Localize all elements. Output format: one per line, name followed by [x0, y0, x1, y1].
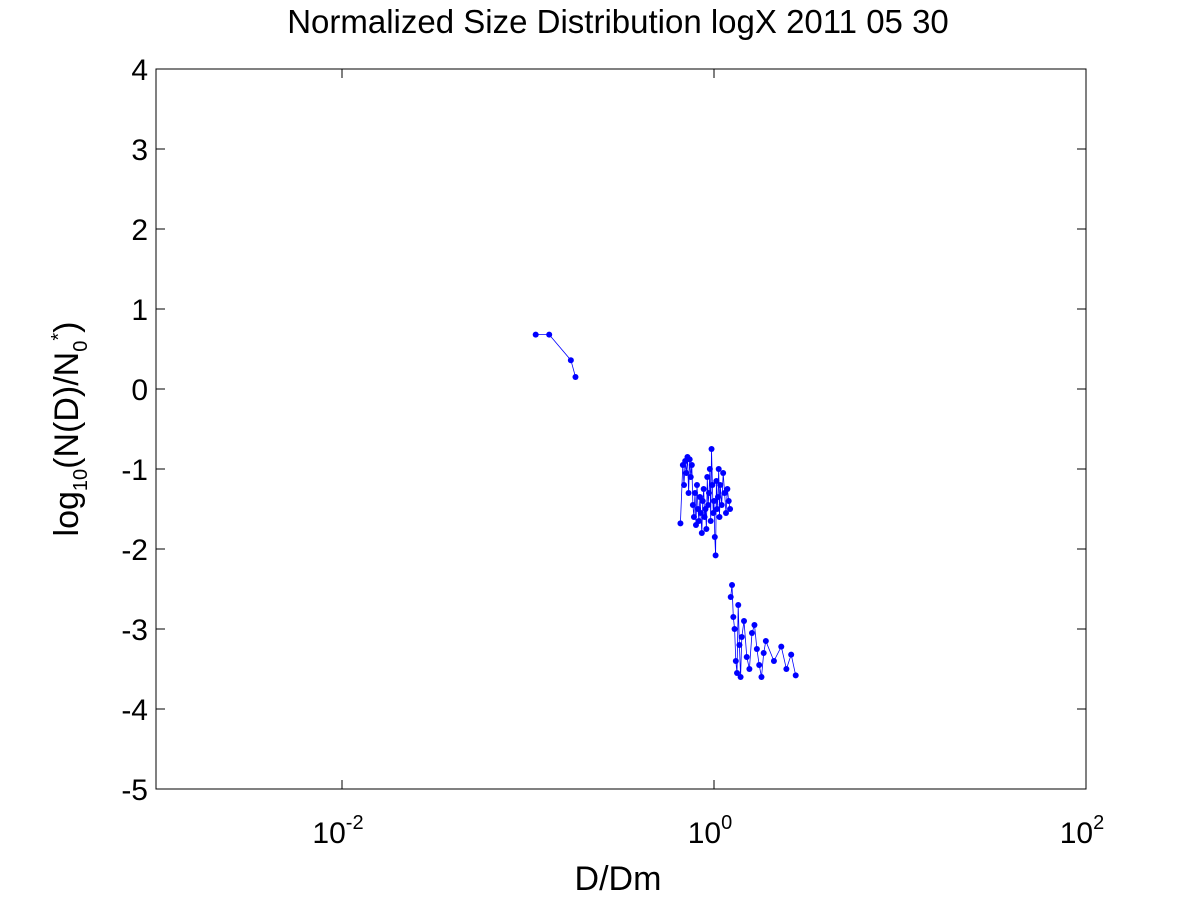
- data-point: [699, 498, 706, 504]
- data-point: [688, 462, 695, 468]
- y-tick-label: 0: [131, 374, 148, 407]
- x-tick-label: 100: [688, 812, 733, 850]
- data-point: [707, 518, 714, 524]
- data-point: [792, 672, 799, 679]
- data-point: [686, 456, 693, 463]
- data-point: [718, 502, 725, 508]
- data-point: [748, 630, 755, 636]
- data-point: [572, 374, 579, 380]
- data-point: [689, 502, 696, 508]
- data-point: [715, 466, 722, 472]
- data-point: [695, 518, 702, 524]
- data-point: [708, 446, 715, 452]
- data-point: [717, 482, 724, 488]
- data-point: [736, 642, 743, 648]
- data-point: [734, 670, 741, 676]
- data-point: [738, 634, 745, 640]
- data-point: [720, 470, 727, 476]
- data-point: [704, 474, 711, 480]
- data-point: [701, 514, 708, 520]
- y-axis-label: log10(N(D)/N0*): [48, 322, 92, 537]
- data-series: [532, 331, 799, 680]
- data-point: [706, 490, 713, 496]
- data-point: [714, 506, 721, 512]
- data-point: [546, 331, 553, 338]
- data-point: [741, 618, 748, 624]
- data-point: [729, 582, 736, 588]
- data-point: [709, 482, 716, 488]
- data-point: [532, 331, 539, 338]
- data-point: [730, 614, 737, 620]
- data-point: [691, 490, 698, 496]
- data-point: [687, 474, 694, 480]
- plot-area: [155, 68, 1087, 790]
- y-tick-label: -2: [121, 534, 148, 567]
- x-tick-label: 10-2: [312, 812, 363, 850]
- data-point: [703, 526, 710, 532]
- data-point: [724, 486, 731, 492]
- data-point: [788, 651, 795, 658]
- x-ticks: 10-2 100 102: [312, 69, 1104, 850]
- data-point: [693, 482, 700, 488]
- data-point: [770, 658, 777, 664]
- data-point: [716, 514, 723, 520]
- y-tick-label: 1: [131, 294, 148, 327]
- x-axis-label: D/Dm: [575, 860, 662, 898]
- data-point: [714, 494, 721, 500]
- data-point: [681, 482, 688, 488]
- data-point: [712, 552, 719, 559]
- data-point: [677, 520, 684, 527]
- data-point: [735, 602, 742, 608]
- data-point: [711, 534, 718, 540]
- data-point: [690, 514, 697, 520]
- data-point: [685, 490, 692, 496]
- data-point: [697, 510, 704, 516]
- y-tick-label: -4: [121, 694, 148, 727]
- data-point: [758, 674, 765, 680]
- data-point: [711, 498, 717, 504]
- y-tick-label: 2: [131, 214, 148, 247]
- data-point: [710, 510, 717, 516]
- y-tick-label: -1: [121, 454, 148, 487]
- y-tick-label: -3: [121, 614, 148, 647]
- y-tick-label: 3: [131, 134, 148, 167]
- data-point: [731, 626, 738, 632]
- data-point: [743, 654, 750, 660]
- data-point: [698, 530, 705, 536]
- data-point: [762, 638, 769, 644]
- x-tick-label: 102: [1060, 812, 1105, 850]
- y-ticks: 4 3 2 1 0 -1 -2 -3 -4 -5: [121, 54, 1086, 807]
- data-point: [732, 658, 739, 664]
- chart-title: Normalized Size Distribution logX 2011 0…: [287, 3, 949, 40]
- data-point: [727, 594, 734, 600]
- data-point: [722, 510, 729, 516]
- data-point: [783, 666, 790, 672]
- data-point: [727, 506, 734, 512]
- data-point: [753, 646, 760, 652]
- data-point: [700, 486, 707, 492]
- data-point: [751, 622, 758, 628]
- data-point: [760, 650, 767, 656]
- data-point: [778, 643, 785, 650]
- data-point: [705, 502, 712, 508]
- data-point: [713, 478, 720, 484]
- series-line: [535, 334, 576, 378]
- data-point: [756, 662, 763, 668]
- data-point: [725, 498, 732, 504]
- y-tick-label: -5: [121, 774, 148, 807]
- data-point: [706, 466, 713, 472]
- data-point: [683, 470, 690, 476]
- y-tick-label: 4: [131, 54, 148, 87]
- data-point: [567, 357, 574, 364]
- data-point: [737, 674, 744, 680]
- data-point: [746, 666, 753, 672]
